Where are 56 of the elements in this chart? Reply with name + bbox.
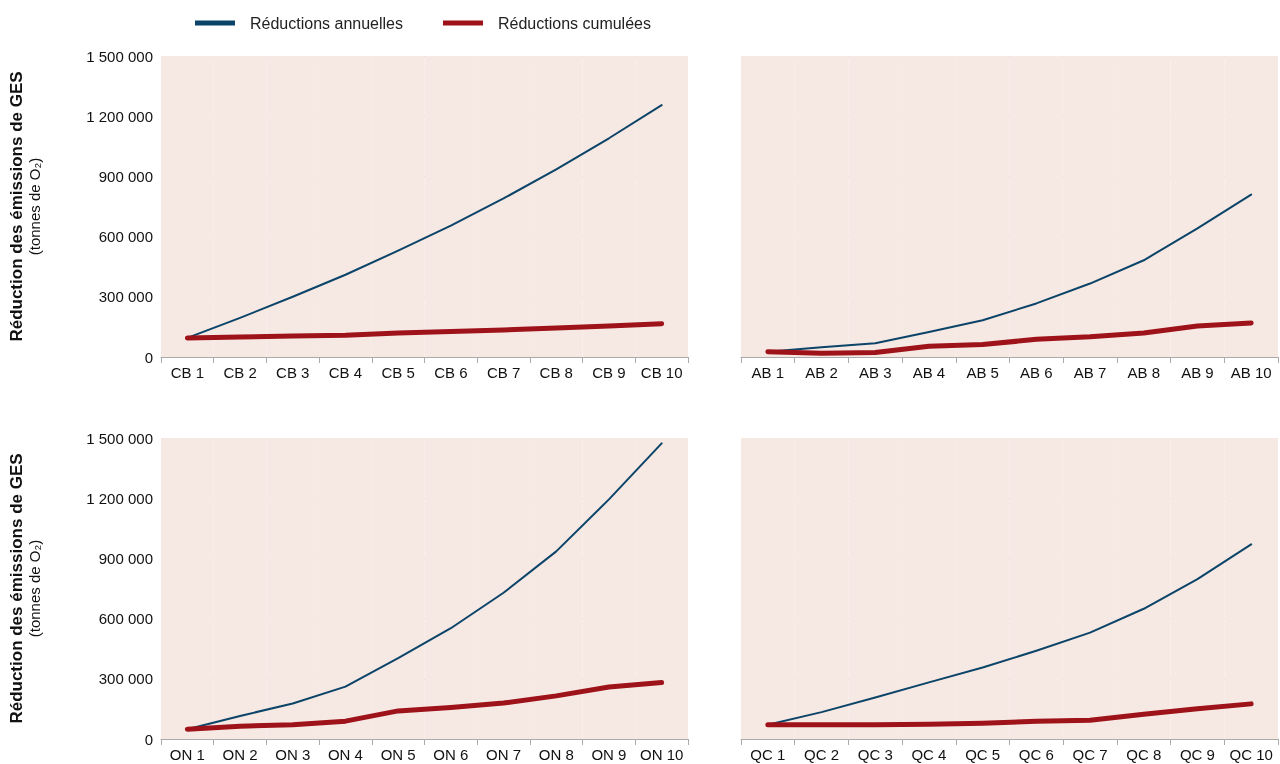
y-tick-label: 0 [144, 348, 153, 366]
x-tick-label: CB 10 [640, 364, 683, 381]
x-tick-label: CB 6 [434, 364, 468, 381]
y-tick-label: 0 [144, 730, 153, 748]
x-tick-label: AB 4 [912, 364, 946, 381]
x-tick-label: QC 5 [965, 746, 1001, 763]
x-tick-label: AB 7 [1073, 364, 1107, 381]
x-tick-label: ON 9 [591, 746, 627, 763]
legend-label: Réductions cumulées [497, 14, 651, 32]
x-tick-label: QC 1 [750, 746, 786, 763]
y-axis-title: Réduction des émissions de GES (tonnes de O₂) [7, 453, 43, 724]
x-tick-label: AB 5 [966, 364, 999, 381]
x-tick-label: AB 3 [858, 364, 892, 381]
x-tick-label: AB 9 [1181, 364, 1214, 381]
x-tick-label: CB 9 [592, 364, 626, 381]
x-tick-label: CB 8 [539, 364, 573, 381]
y-tick-label: 900 000 [98, 167, 153, 185]
legend-label: Réductions annuelles [250, 14, 403, 32]
x-tick-label: AB 6 [1020, 364, 1053, 381]
x-tick-label: ON 8 [538, 746, 574, 763]
x-tick-label: CB 4 [328, 364, 363, 381]
y-tick-label: 1 500 000 [86, 429, 153, 447]
y-tick-label: 1 500 000 [86, 47, 153, 65]
x-tick-label: AB 8 [1127, 364, 1161, 381]
x-tick-label: CB 2 [223, 364, 257, 381]
y-tick-label: 300 000 [98, 288, 153, 306]
y-tick-label: 1 200 000 [86, 107, 153, 125]
x-tick-label: QC 8 [1126, 746, 1162, 763]
x-tick-label: CB 5 [381, 364, 415, 381]
x-tick-label: QC 10 [1229, 746, 1273, 763]
x-tick-label: ON 2 [222, 746, 258, 763]
x-tick-label: CB 3 [276, 364, 310, 381]
x-tick-label: QC 4 [911, 746, 947, 763]
x-tick-label: QC 9 [1179, 746, 1215, 763]
x-tick-label: CB 1 [170, 364, 205, 381]
x-tick-label: QC 7 [1072, 746, 1108, 763]
x-tick-label: AB 10 [1230, 364, 1272, 381]
x-tick-label: AB 2 [805, 364, 838, 381]
y-tick-label: 1 200 000 [86, 489, 153, 507]
x-tick-label: ON 5 [380, 746, 416, 763]
x-tick-label: ON 4 [327, 746, 363, 763]
y-tick-label: 600 000 [98, 228, 153, 246]
x-tick-label: ON 7 [486, 746, 522, 763]
y-tick-label: 900 000 [98, 549, 153, 567]
x-tick-label: QC 6 [1018, 746, 1054, 763]
x-tick-label: QC 3 [857, 746, 893, 763]
x-tick-label: CB 7 [486, 364, 521, 381]
y-tick-label: 300 000 [98, 670, 153, 688]
x-tick-label: AB 1 [751, 364, 785, 381]
x-tick-label: ON 1 [169, 746, 205, 763]
x-tick-label: ON 3 [275, 746, 311, 763]
y-axis-title: Réduction des émissions de GES (tonnes de O₂) [7, 71, 43, 342]
x-tick-label: ON 10 [639, 746, 684, 763]
x-tick-label: ON 6 [433, 746, 469, 763]
y-tick-label: 600 000 [98, 610, 153, 628]
x-tick-label: QC 2 [804, 746, 840, 763]
